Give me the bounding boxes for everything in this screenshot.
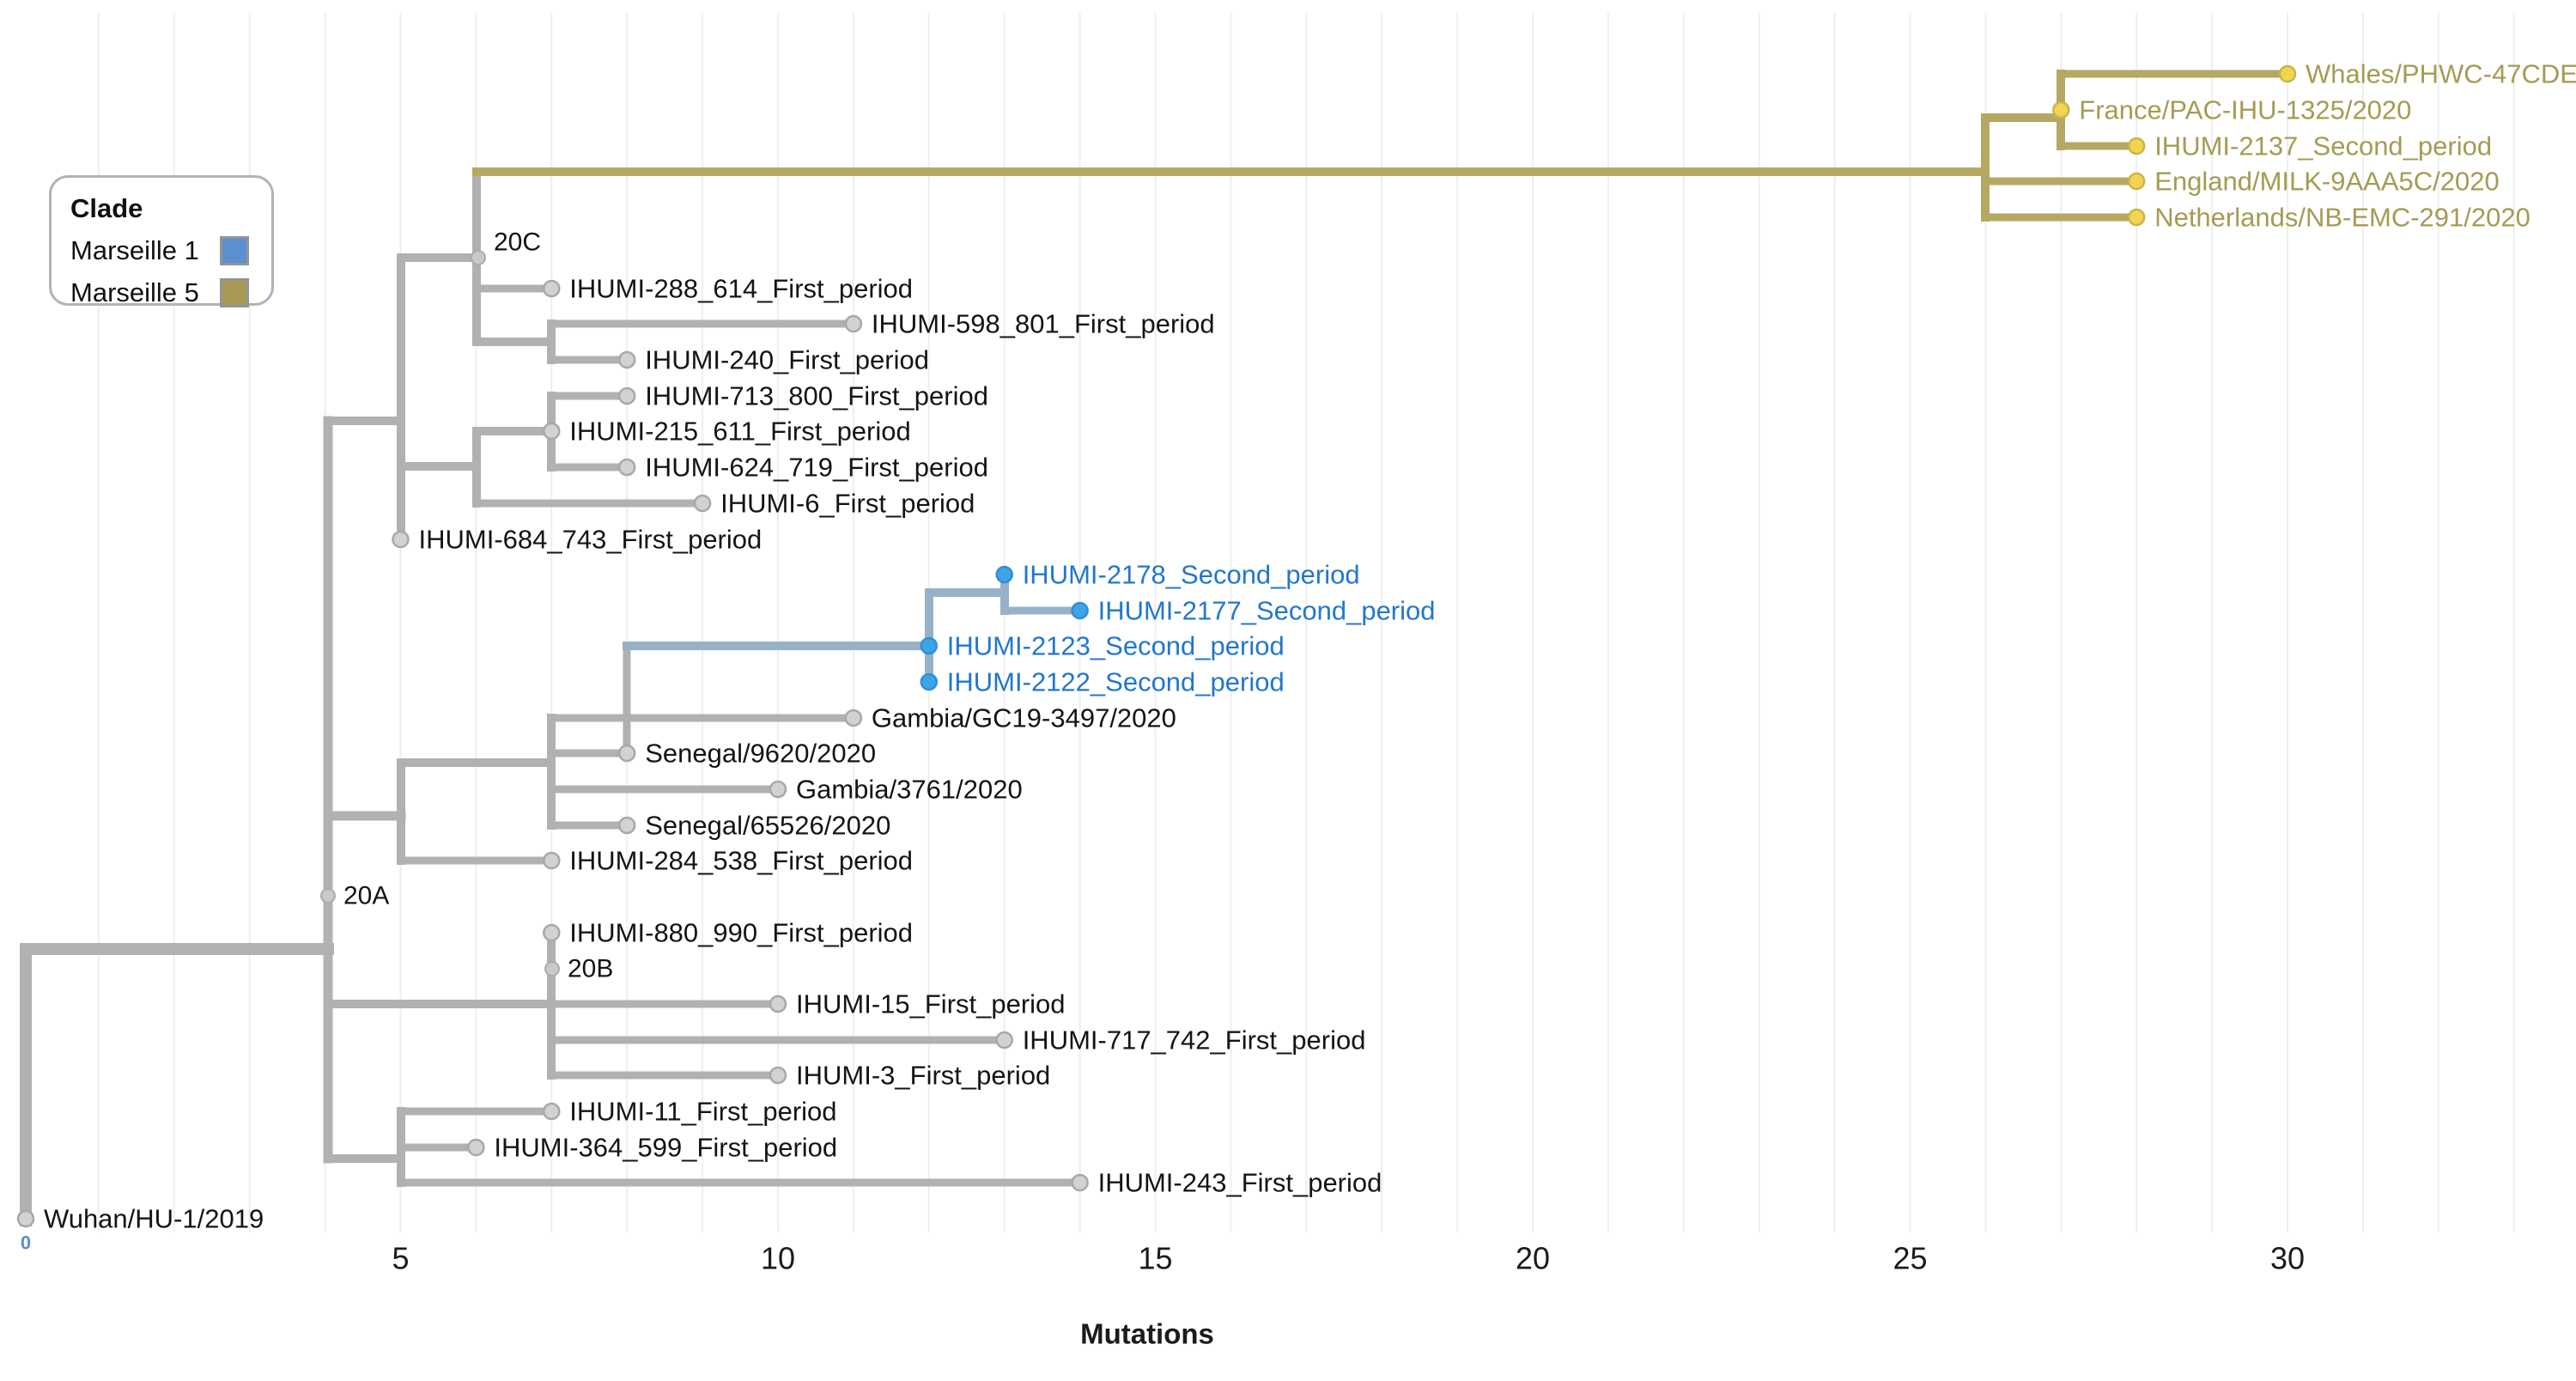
tip-label[interactable]: IHUMI-713_800_First_period	[645, 381, 988, 411]
tip-node[interactable]	[543, 851, 561, 870]
tip-label[interactable]: Gambia/3761/2020	[796, 775, 1023, 805]
tip-node[interactable]	[2052, 100, 2070, 119]
tip-label[interactable]: IHUMI-717_742_First_period	[1023, 1025, 1366, 1056]
tip-label[interactable]: IHUMI-215_611_First_period	[569, 417, 910, 447]
tip-node[interactable]	[2127, 172, 2146, 191]
tip-node[interactable]	[769, 1066, 787, 1085]
tip-node[interactable]	[2127, 137, 2146, 155]
internal-node-dot[interactable]	[544, 961, 560, 976]
tip-label[interactable]: IHUMI-11_First_period	[569, 1097, 836, 1127]
clade-legend: Clade Marseille 1 Marseille 5	[49, 175, 274, 308]
legend-item-marseille-5[interactable]: Marseille 5	[70, 277, 254, 308]
tip-label[interactable]: IHUMI-624_719_First_period	[645, 453, 988, 483]
tip-node[interactable]	[617, 350, 636, 369]
tip-label[interactable]: Senegal/9620/2020	[645, 739, 876, 769]
x-axis-tick: 20	[1516, 1241, 1550, 1276]
tip-label[interactable]: IHUMI-684_743_First_period	[419, 525, 762, 555]
tip-node[interactable]	[1071, 1173, 1089, 1192]
tip-label[interactable]: IHUMI-284_538_First_period	[569, 846, 913, 876]
tip-label[interactable]: IHUMI-3_First_period	[796, 1061, 1050, 1091]
tip-node[interactable]	[920, 636, 939, 655]
tip-node[interactable]	[543, 422, 561, 441]
tip-node[interactable]	[844, 709, 863, 727]
tip-label[interactable]: IHUMI-240_First_period	[645, 345, 929, 375]
tip-label[interactable]: England/MILK-9AAA5C/2020	[2154, 167, 2500, 197]
legend-item-label: Marseille 5	[70, 277, 199, 307]
tip-node[interactable]	[543, 279, 561, 298]
x-axis-title: Mutations	[1080, 1318, 1214, 1350]
tip-node[interactable]	[617, 744, 636, 763]
tip-label[interactable]: IHUMI-2177_Second_period	[1098, 596, 1436, 626]
tip-label[interactable]: IHUMI-2178_Second_period	[1023, 560, 1360, 590]
legend-swatch-marseille-5	[220, 277, 249, 307]
tip-node[interactable]	[543, 923, 561, 942]
tip-label[interactable]: IHUMI-364_599_First_period	[494, 1133, 837, 1163]
tip-node[interactable]	[617, 458, 636, 477]
legend-swatch-marseille-1	[220, 235, 249, 265]
tip-label[interactable]: IHUMI-2137_Second_period	[2154, 131, 2492, 161]
legend-item-marseille-1[interactable]: Marseille 1	[70, 235, 254, 266]
x-axis-tick: 10	[761, 1241, 795, 1276]
tip-node[interactable]	[769, 780, 787, 799]
tip-node[interactable]	[2278, 64, 2297, 83]
tip-node[interactable]	[920, 672, 939, 691]
tip-node[interactable]	[995, 1031, 1013, 1049]
tip-label[interactable]: Wuhan/HU-1/2019	[44, 1204, 264, 1234]
x-axis-tick: 30	[2270, 1241, 2305, 1276]
tip-label[interactable]: Netherlands/NB-EMC-291/2020	[2154, 203, 2530, 233]
clade-label-20b: 20B	[568, 955, 613, 983]
tip-node[interactable]	[769, 995, 787, 1013]
tip-node[interactable]	[617, 816, 636, 835]
internal-node-dot[interactable]	[320, 888, 336, 903]
tip-node[interactable]	[2127, 208, 2146, 227]
tip-label[interactable]: IHUMI-2123_Second_period	[947, 631, 1285, 661]
tip-label[interactable]: IHUMI-288_614_First_period	[569, 274, 913, 304]
legend-item-label: Marseille 1	[70, 234, 199, 265]
tip-label[interactable]: Senegal/65526/2020	[645, 811, 890, 841]
x-axis-tick: 15	[1138, 1241, 1172, 1276]
tip-node[interactable]	[693, 494, 712, 513]
x-axis-origin-tick: 0	[21, 1232, 31, 1254]
tip-label[interactable]: Gambia/GC19-3497/2020	[872, 703, 1176, 733]
tip-label[interactable]: France/PAC-IHU-1325/2020	[2079, 95, 2411, 125]
tip-node[interactable]	[392, 530, 410, 549]
tip-label[interactable]: IHUMI-6_First_period	[720, 489, 975, 519]
tip-node[interactable]	[1071, 601, 1089, 620]
tip-node[interactable]	[16, 1209, 35, 1228]
tip-node[interactable]	[844, 314, 863, 333]
tip-label[interactable]: IHUMI-243_First_period	[1098, 1168, 1382, 1198]
clade-label-20a: 20A	[343, 882, 389, 910]
tip-label[interactable]: IHUMI-15_First_period	[796, 989, 1066, 1019]
tip-node[interactable]	[543, 1102, 561, 1121]
tip-node[interactable]	[995, 565, 1013, 584]
internal-node-dot[interactable]	[471, 250, 486, 265]
clade-label-20c: 20C	[494, 228, 541, 257]
tip-node[interactable]	[467, 1138, 485, 1157]
x-axis-tick: 25	[1893, 1241, 1927, 1276]
x-axis-tick: 5	[392, 1241, 409, 1276]
legend-title: Clade	[70, 193, 143, 223]
tip-label[interactable]: IHUMI-2122_Second_period	[947, 667, 1285, 697]
tip-node[interactable]	[617, 386, 636, 405]
tip-label[interactable]: IHUMI-598_801_First_period	[872, 309, 1215, 339]
tip-label[interactable]: Whales/PHWC-47CDE6	[2306, 59, 2576, 89]
tip-label[interactable]: IHUMI-880_990_First_period	[569, 918, 913, 948]
